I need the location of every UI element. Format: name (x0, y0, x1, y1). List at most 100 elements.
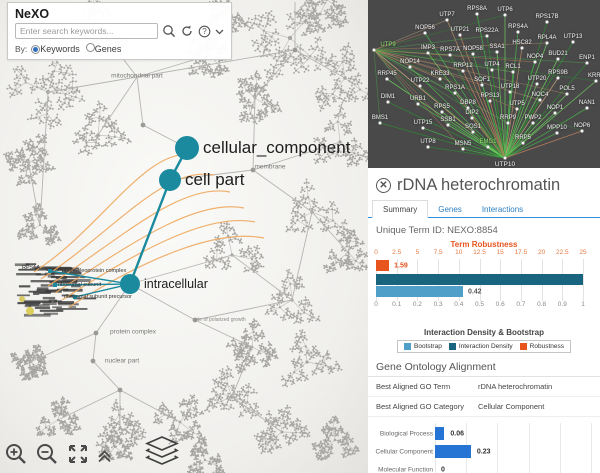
term-detail-panel: ✕ rDNA heterochromatin Summary Genes Inter… (368, 168, 600, 473)
radio-genes[interactable] (85, 43, 95, 52)
gene-node-label[interactable]: RPS5 (434, 104, 450, 110)
chevron-down-icon[interactable] (215, 27, 224, 36)
gene-node-label[interactable]: KRE33 (430, 71, 450, 77)
search-icon[interactable] (162, 24, 176, 38)
go-row-key: Best Aligned GO Category (376, 402, 464, 411)
gene-node-label[interactable]: HSC82 (512, 40, 532, 46)
gene-node-label[interactable]: RCL1 (505, 64, 521, 70)
graph-node-label[interactable]: cellular_component (203, 138, 351, 157)
gene-node-label[interactable]: BMS1 (371, 115, 389, 121)
gene-node-label[interactable]: NOC4 (531, 92, 549, 98)
gene-node-label[interactable]: RRP45 (377, 71, 397, 77)
gene-node-label[interactable]: BUD21 (548, 51, 568, 57)
gene-node-label[interactable]: DBP8 (460, 100, 476, 106)
top-axis-tick: 17.5 (514, 249, 528, 256)
radio-keywords[interactable] (31, 45, 41, 54)
gene-node-label[interactable]: MPP10 (547, 125, 567, 131)
gene-node-label[interactable]: RPS17B (535, 14, 559, 20)
graph-term-label[interactable]: site of polarized growth (194, 317, 246, 323)
fit-to-screen-icon[interactable] (66, 442, 90, 471)
gene-node-label[interactable]: UTP5 (509, 101, 525, 107)
gene-node-label[interactable]: RRP9 (499, 115, 517, 121)
graph-term-label[interactable]: nuclear part (104, 357, 140, 365)
gene-node-label[interactable]: UTP8 (420, 139, 436, 145)
search-input[interactable] (15, 23, 158, 39)
gene-node-label[interactable]: UTP7 (439, 12, 455, 18)
legend-item: Robustness (519, 343, 564, 350)
gene-node-label[interactable]: URB1 (409, 96, 427, 102)
gene-node-label[interactable]: SOF1 (474, 77, 490, 83)
gene-node-label[interactable]: RPL4A (537, 35, 557, 41)
gene-node-label[interactable]: RPS22A (475, 28, 499, 34)
gene-node-label[interactable]: UTP21 (450, 27, 470, 33)
gene-node-label[interactable]: NOP14 (400, 59, 420, 65)
gene-node-label[interactable]: UTP18 (500, 84, 520, 90)
gene-node-label[interactable]: UTP15 (413, 120, 433, 126)
gene-node-label[interactable]: UTP22 (410, 78, 430, 84)
tab-interactions[interactable]: Interactions (481, 205, 524, 214)
radio-label[interactable]: Genes (94, 44, 122, 54)
gene-node-label[interactable]: SSB1 (440, 117, 456, 123)
gene-node-label[interactable]: NOP56 (415, 25, 435, 31)
gene-node-label[interactable]: RPS4A (508, 24, 528, 30)
gene-node-label[interactable]: UTP9 (380, 42, 396, 48)
go-category-value: 0.23 (476, 448, 491, 455)
graph-node-label[interactable]: cell part (185, 170, 245, 189)
gene-node-label[interactable]: IMP3 (420, 45, 436, 51)
go-category-value: 0 (441, 466, 445, 473)
close-icon[interactable]: ✕ (376, 178, 391, 193)
layers-icon[interactable] (144, 436, 180, 471)
gene-node-label[interactable]: RPS7A (440, 47, 460, 53)
cluster-term-label[interactable]: ribonucleoprotein complex (62, 268, 127, 274)
gene-node-label[interactable]: UTP6 (497, 7, 513, 13)
radio-label[interactable]: Keywords (40, 44, 80, 54)
graph-term-label[interactable]: membrane (254, 163, 286, 171)
gene-node-label[interactable]: POL5 (559, 86, 575, 92)
gene-node-label[interactable]: UTP10 (494, 161, 516, 168)
gene-node-label[interactable]: RPS1A (445, 85, 465, 91)
cluster-term-label[interactable]: ribosomal subunit (58, 282, 102, 288)
cluster-term-label[interactable]: ribosomal subunit precursor (64, 294, 132, 300)
tab-summary[interactable]: Summary (372, 200, 429, 218)
gene-interaction-network[interactable]: UTP7 RPS8A UTP6 RPS17B NOP56 UTP21 RPS22A RPS4A… (368, 0, 600, 168)
collapse-chevrons-icon[interactable] (97, 449, 112, 469)
refresh-icon[interactable] (180, 24, 194, 38)
cluster-term-label[interactable]: RPS1A (22, 265, 41, 271)
go-category-value: 0.06 (450, 430, 464, 437)
bottom-axis-tick: 0.4 (454, 301, 464, 308)
gene-node-label[interactable]: EMG1 (479, 139, 497, 145)
gene-node-label[interactable]: SSA1 (489, 44, 505, 50)
gene-node-label[interactable]: NAN1 (578, 100, 596, 106)
graph-node-label[interactable]: intracellular (144, 277, 208, 291)
gene-node-label[interactable]: RPS13 (480, 93, 500, 99)
top-axis-tick: 2.5 (392, 249, 402, 256)
zoom-out-icon[interactable] (35, 442, 59, 471)
gene-node-label[interactable]: UTP13 (563, 34, 583, 40)
gene-node-label[interactable]: NOP58 (463, 46, 483, 52)
gene-node-label[interactable]: UTP20 (527, 76, 547, 82)
gene-node-label[interactable]: NOP1 (546, 105, 564, 111)
gene-node-label[interactable]: RPS9B (548, 70, 568, 76)
gene-node-label[interactable]: ENP1 (579, 55, 595, 61)
gene-node-label[interactable]: UTP4 (484, 62, 500, 68)
graph-term-label[interactable]: mitochondrial part (111, 72, 163, 80)
legend-swatch (519, 343, 527, 350)
gene-node-label[interactable]: PWP2 (524, 115, 542, 121)
gene-node-label[interactable]: NOP4 (526, 54, 544, 60)
gene-node-label[interactable]: DIP2 (465, 110, 479, 116)
help-icon[interactable]: ? (198, 25, 211, 38)
graph-term-label[interactable]: protein complex (110, 328, 156, 336)
gene-node-label[interactable]: DIM1 (380, 94, 396, 100)
tab-genes[interactable]: Genes (438, 205, 462, 214)
zoom-in-icon[interactable] (4, 442, 28, 471)
gene-node-label[interactable]: RRP12 (453, 63, 473, 69)
gene-node-label[interactable]: RPS8A (467, 6, 487, 12)
gene-node-label[interactable]: NOP6 (573, 123, 591, 129)
ontology-tree (2, 0, 368, 473)
gene-node-label[interactable]: KRR1 (587, 73, 600, 79)
top-axis-tick: 12.5 (473, 249, 486, 256)
gene-node-label[interactable]: MSN5 (454, 141, 472, 147)
gene-node-label[interactable]: SQS1 (464, 124, 482, 130)
gene-node-label[interactable]: RRP5 (514, 135, 532, 141)
